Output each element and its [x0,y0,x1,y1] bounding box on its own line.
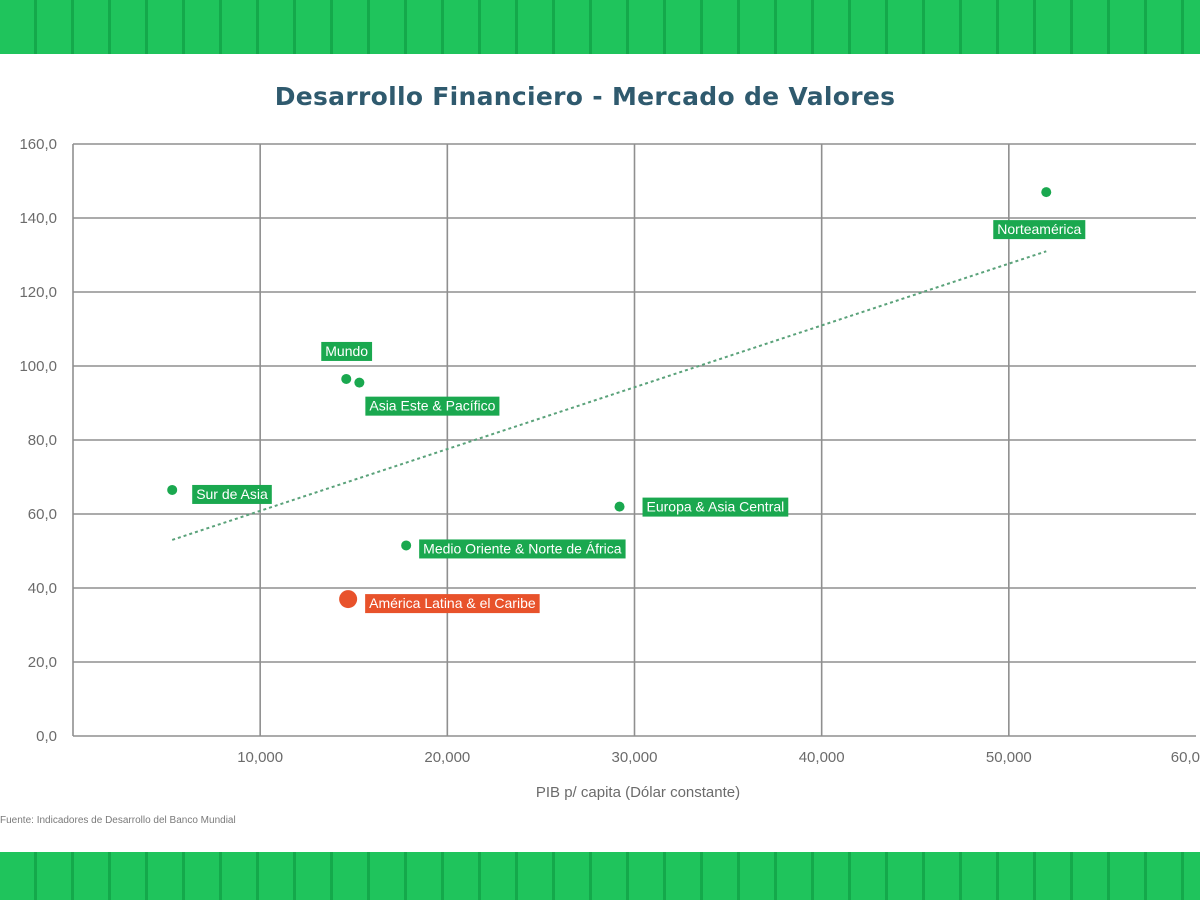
point-label: América Latina & el Caribe [365,594,540,614]
point-label: Europa & Asia Central [642,497,789,517]
x-tick-label: 30,000 [612,749,658,766]
chart-title: Desarrollo Financiero - Mercado de Valor… [274,82,896,111]
point-label: Asia Este & Pacífico [365,396,500,416]
data-point [614,501,625,512]
y-tick-label: 140,0 [19,210,57,227]
point-label-box [419,539,626,559]
trendline-layer [171,250,1047,541]
y-tick-label: 60,0 [28,506,57,523]
point-label-text: Medio Oriente & Norte de África [423,540,622,556]
y-tick-label: 100,0 [19,358,57,375]
data-point [401,540,412,551]
x-tick-label: 10,000 [237,749,283,766]
x-tick-label: 50,000 [986,749,1032,766]
point-label-text: América Latina & el Caribe [369,595,536,611]
point-label-text: Mundo [325,343,368,359]
point-label-text: Norteamérica [997,221,1081,237]
y-tick-label: 0,0 [36,728,57,745]
data-point [339,590,358,609]
y-tick-label: 120,0 [19,284,57,301]
trendline [171,250,1047,541]
y-tick-label: 40,0 [28,580,57,597]
point-label-box [365,594,540,614]
data-point [1041,187,1052,198]
data-points: Norteamérica Mundo Asia Este & Pacífico Sur… [167,187,1086,614]
x-tick-label: 60,0 [1171,749,1200,766]
point-label: Norteamérica [993,220,1086,240]
data-point [167,484,178,495]
point-label-text: Asia Este & Pacífico [369,398,495,414]
point-label-box [993,220,1086,240]
x-tick-label: 40,000 [799,749,845,766]
x-tick-label: 20,000 [424,749,470,766]
bottom-decorative-band [0,852,1200,900]
y-tick-label: 160,0 [19,136,57,153]
data-point [341,373,352,384]
source-note: Fuente: Indicadores de Desarrollo del Ba… [0,815,236,826]
point-label-text: Europa & Asia Central [647,499,785,515]
x-axis-title: PIB p/ capita (Dólar constante) [536,784,740,801]
point-label-text: Sur de Asia [196,486,268,502]
point-label-box [192,484,272,504]
top-decorative-band [0,0,1200,54]
y-tick-label: 20,0 [28,654,57,671]
y-tick-label: 80,0 [28,432,57,449]
point-label-box [321,341,373,361]
point-label: Mundo [321,341,373,361]
point-label: Sur de Asia [192,484,272,504]
point-label-box [365,396,500,416]
tick-labels: 0,0 20,0 40,0 60,0 80,0 100,0 120,0 140,0 160,0 1… [19,136,1200,766]
data-point [354,377,365,388]
grid [72,143,1196,737]
point-label-box [642,497,789,517]
point-label: Medio Oriente & Norte de África [419,539,626,559]
